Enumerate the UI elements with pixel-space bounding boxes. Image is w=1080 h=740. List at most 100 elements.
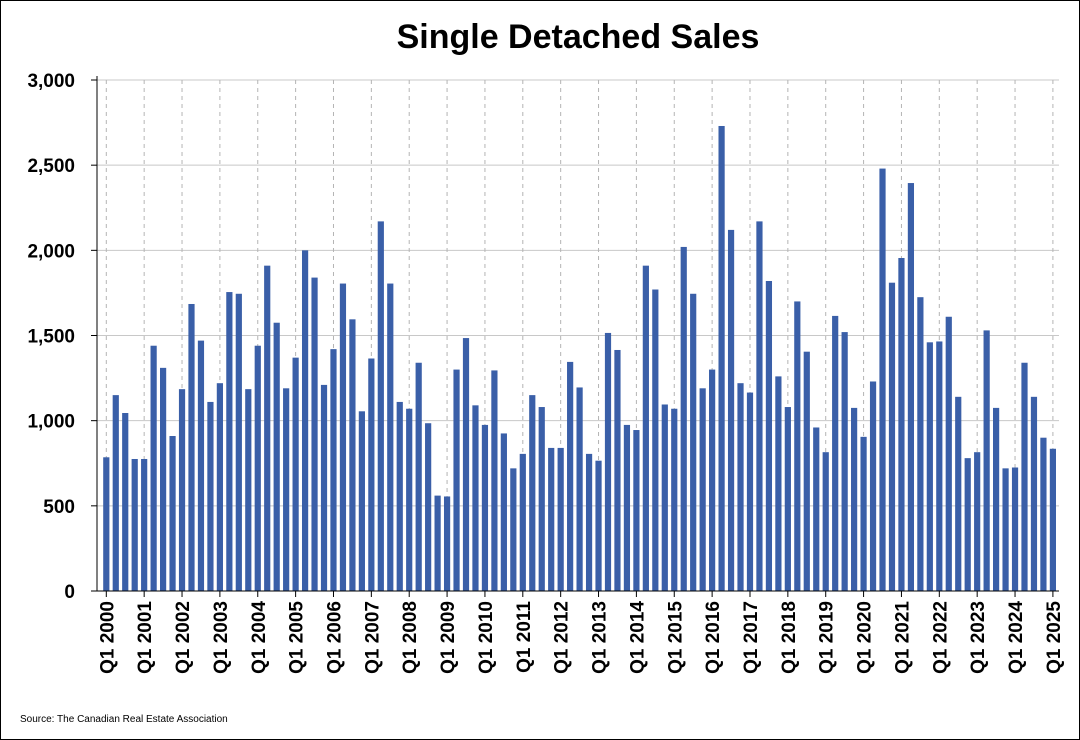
bar: [784, 407, 791, 591]
bar: [604, 332, 612, 591]
bar: [567, 361, 574, 591]
x-tick-label: Q1 2006: [324, 601, 345, 674]
bar: [112, 395, 119, 591]
x-tick-label: Q1 2009: [438, 601, 459, 674]
bar: [879, 168, 886, 591]
y-tick-label: 1,500: [27, 327, 75, 348]
bar: [926, 342, 933, 591]
bar: [652, 289, 659, 591]
x-tick-label: Q1 2011: [514, 601, 535, 673]
bar: [425, 423, 432, 591]
x-tick-labels: Q1 2000 Q1 2001 Q1 2002 Q1 2003 Q1 2004 Q1 20…: [97, 601, 1065, 674]
bar: [860, 436, 867, 591]
bar: [595, 460, 602, 591]
bar: [557, 447, 564, 591]
x-tick-label: Q1 2017: [741, 601, 762, 674]
bar: [756, 221, 763, 591]
bar: [936, 341, 943, 591]
x-tick-label: Q1 2007: [362, 601, 383, 674]
bar: [339, 283, 347, 591]
bar: [406, 408, 413, 591]
bar: [794, 301, 801, 591]
x-tick-label: Q1 2021: [892, 601, 913, 674]
bar: [349, 319, 356, 591]
bar: [519, 453, 526, 591]
bar: [529, 395, 536, 591]
x-tick-label: Q1 2014: [627, 601, 648, 674]
bar: [283, 388, 290, 591]
bar: [869, 381, 877, 591]
bar: [235, 293, 242, 591]
x-tick-label: Q1 2015: [665, 601, 686, 674]
bar: [671, 408, 678, 591]
y-tick-label: 500: [43, 497, 75, 518]
bar: [614, 349, 621, 591]
y-tick-label: 2,000: [27, 241, 75, 262]
bars: [103, 125, 1056, 592]
y-tick-label: 3,000: [27, 71, 75, 92]
bar: [396, 401, 403, 591]
bar: [1030, 396, 1038, 591]
bar: [169, 436, 176, 591]
bar: [264, 265, 271, 591]
bar: [822, 452, 829, 591]
x-tick-label: Q1 2019: [817, 601, 838, 674]
bar: [737, 383, 744, 591]
bar: [434, 495, 441, 591]
bar: [964, 458, 971, 591]
bar: [510, 468, 517, 591]
x-tick-label: Q1 2025: [1044, 601, 1065, 674]
x-tick-label: Q1 2023: [968, 601, 989, 674]
y-tick-labels: 0 500 1,000 1,500 2,000 2,500 3,000: [27, 71, 75, 603]
bar: [491, 370, 498, 591]
bar: [832, 315, 839, 591]
bar: [377, 221, 384, 591]
chart-title: Single Detached Sales: [397, 18, 760, 56]
bar: [254, 345, 261, 591]
bar: [576, 387, 583, 591]
bar: [188, 303, 195, 591]
bar: [661, 404, 668, 591]
bar: [1002, 468, 1009, 591]
x-tick-label: Q1 2013: [590, 601, 611, 674]
bar: [690, 293, 697, 591]
bar: [207, 401, 214, 591]
bar: [623, 424, 631, 591]
bar: [727, 229, 735, 591]
bar: [983, 330, 990, 591]
bar: [1021, 362, 1028, 591]
x-tick-label: Q1 2018: [779, 601, 800, 674]
bar: [680, 246, 687, 591]
bar: [387, 283, 394, 591]
bar: [709, 369, 716, 591]
bar: [415, 362, 422, 591]
bar: [803, 351, 810, 591]
bar: [1011, 467, 1019, 591]
x-tick-label: Q1 2020: [855, 601, 876, 674]
bar: [226, 292, 233, 591]
bar: [993, 407, 1000, 591]
bar: [197, 340, 205, 591]
bar: [898, 258, 905, 591]
bar: [888, 282, 896, 591]
bar: [548, 447, 555, 591]
bar: [150, 345, 157, 591]
bar: [718, 125, 725, 592]
bar: [699, 388, 706, 591]
bar: [585, 453, 593, 591]
bar: [851, 407, 858, 591]
bar: [443, 496, 451, 591]
bar: [945, 316, 952, 591]
bar: [122, 413, 129, 591]
bar: [538, 407, 545, 591]
bar: [453, 369, 460, 591]
bar: [320, 384, 328, 591]
bar: [358, 411, 365, 591]
bar: [955, 396, 962, 591]
bar: [273, 322, 280, 591]
bar: [301, 250, 309, 591]
source-note: Source: The Canadian Real Estate Associa…: [20, 714, 228, 725]
bar: [974, 452, 981, 591]
bar: [765, 280, 773, 591]
